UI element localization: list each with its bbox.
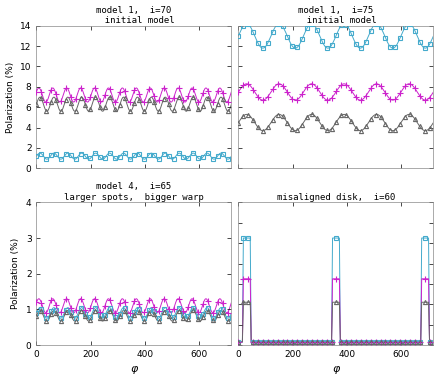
Y-axis label: Polarization (%): Polarization (%) [11,238,20,309]
X-axis label: φ: φ [130,364,138,374]
Title: model 4,  i=65
larger spots,  bigger warp: model 4, i=65 larger spots, bigger warp [64,182,203,202]
Title: misaligned disk,  i=60: misaligned disk, i=60 [276,193,394,202]
Y-axis label: Polarization (%): Polarization (%) [6,62,14,133]
Title: model 1,  i=75
  initial model: model 1, i=75 initial model [295,6,375,25]
Title: model 1,  i=70
  initial model: model 1, i=70 initial model [93,6,174,25]
X-axis label: φ: φ [332,364,339,374]
